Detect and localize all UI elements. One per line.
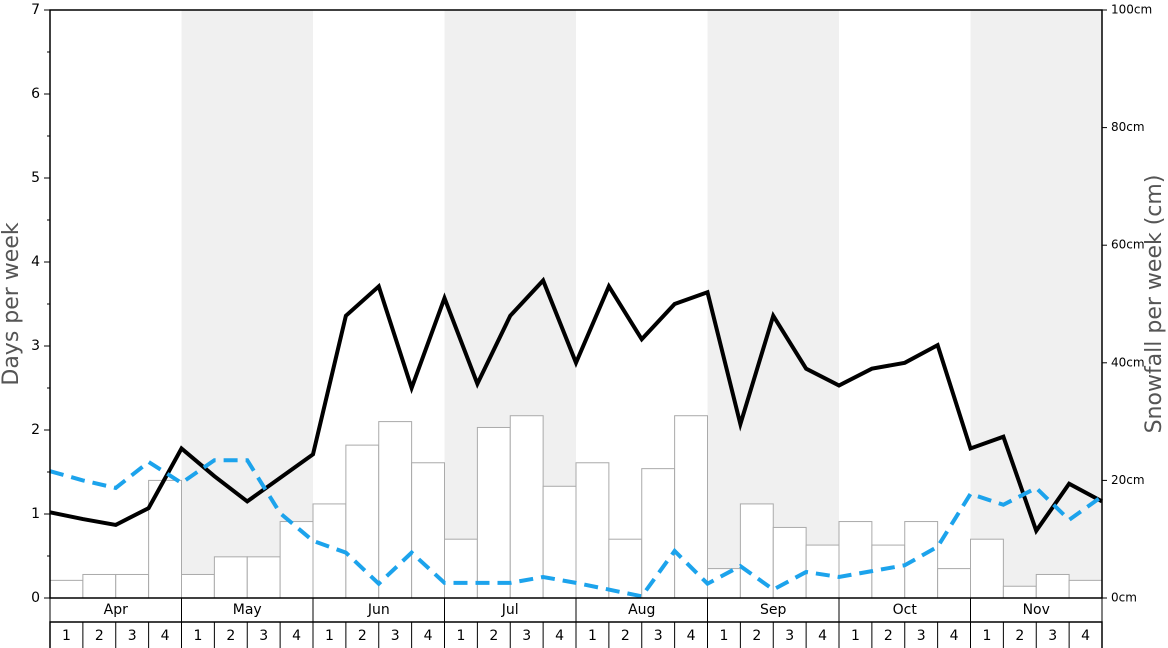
bar [246, 556, 281, 599]
bar [970, 538, 1004, 599]
week-label: 2 [489, 628, 498, 644]
bar [674, 415, 708, 599]
week-label: 3 [522, 628, 531, 644]
week-label: 3 [1048, 628, 1057, 644]
week-label: 2 [358, 628, 367, 644]
bar [937, 568, 971, 599]
week-label: 1 [851, 628, 860, 644]
week-label: 1 [193, 628, 202, 644]
y-tick-label: 3 [31, 338, 40, 354]
y-tick-label: 4 [31, 254, 40, 270]
week-label: 2 [621, 628, 630, 644]
bar [575, 462, 610, 599]
week-label: 1 [982, 628, 991, 644]
y-tick-label: 7 [31, 2, 40, 18]
month-label: Oct [893, 602, 918, 618]
bar [805, 544, 840, 599]
month-label: Nov [1023, 602, 1050, 618]
week-label: 4 [687, 628, 696, 644]
week-label: 1 [588, 628, 597, 644]
dashed-line [49, 458, 1104, 599]
week-label: 2 [752, 628, 761, 644]
y2-tick-label: 60cm [1111, 238, 1145, 252]
month-label: Jun [367, 602, 390, 618]
y2-tick-label: 100cm [1111, 3, 1152, 17]
bar [739, 503, 774, 599]
week-label: 2 [95, 628, 104, 644]
y-axis-title: Days per week [0, 222, 24, 385]
bar [1068, 579, 1103, 599]
week-label: 4 [292, 628, 301, 644]
bar [476, 426, 511, 599]
month-shade [181, 10, 313, 598]
y2-tick-label: 0cm [1111, 591, 1137, 605]
week-label: 3 [917, 628, 926, 644]
y-tick-label: 5 [31, 170, 40, 186]
week-label: 2 [1015, 628, 1024, 644]
week-label: 1 [456, 628, 465, 644]
week-label: 2 [226, 628, 235, 644]
bar [378, 421, 413, 599]
bar [871, 544, 906, 599]
week-label: 4 [1081, 628, 1090, 644]
week-label: 2 [884, 628, 893, 644]
week-label: 3 [785, 628, 794, 644]
bar [345, 444, 380, 599]
month-shade [970, 10, 1102, 598]
bar [49, 579, 84, 599]
bar [904, 521, 939, 599]
bar [509, 415, 544, 599]
month-label: Jul [501, 602, 519, 618]
bar [181, 573, 215, 599]
week-label: 4 [818, 628, 827, 644]
bar [1002, 585, 1037, 599]
y-tick-label: 6 [31, 86, 40, 102]
week-label: 4 [161, 628, 170, 644]
y2-tick-label: 20cm [1111, 473, 1145, 487]
week-label: 3 [259, 628, 268, 644]
y-tick-label: 2 [31, 422, 40, 438]
y2-axis-title: Snowfall per week (cm) [1142, 175, 1167, 434]
month-label: Sep [760, 602, 787, 618]
bar [1035, 573, 1070, 599]
bar [641, 468, 676, 599]
week-label: 3 [654, 628, 663, 644]
month-label: Aug [628, 602, 655, 618]
week-label: 1 [325, 628, 334, 644]
bar [444, 538, 478, 599]
month-shade [707, 10, 839, 598]
y-tick-label: 1 [31, 506, 40, 522]
bar [213, 556, 248, 599]
week-label: 1 [62, 628, 71, 644]
bar [838, 521, 873, 599]
week-label: 4 [555, 628, 564, 644]
week-label: 4 [424, 628, 433, 644]
month-label: Apr [104, 602, 128, 618]
week-label: 3 [128, 628, 137, 644]
week-label: 3 [391, 628, 400, 644]
week-label: 1 [719, 628, 728, 644]
y2-tick-label: 80cm [1111, 120, 1145, 134]
bar [279, 521, 314, 599]
bar [608, 538, 643, 599]
month-label: May [233, 602, 262, 618]
bar [115, 573, 150, 599]
line [49, 276, 1103, 536]
week-label: 4 [950, 628, 959, 644]
y2-tick-label: 40cm [1111, 355, 1145, 369]
y-tick-label: 0 [31, 590, 40, 606]
bar [82, 573, 117, 599]
